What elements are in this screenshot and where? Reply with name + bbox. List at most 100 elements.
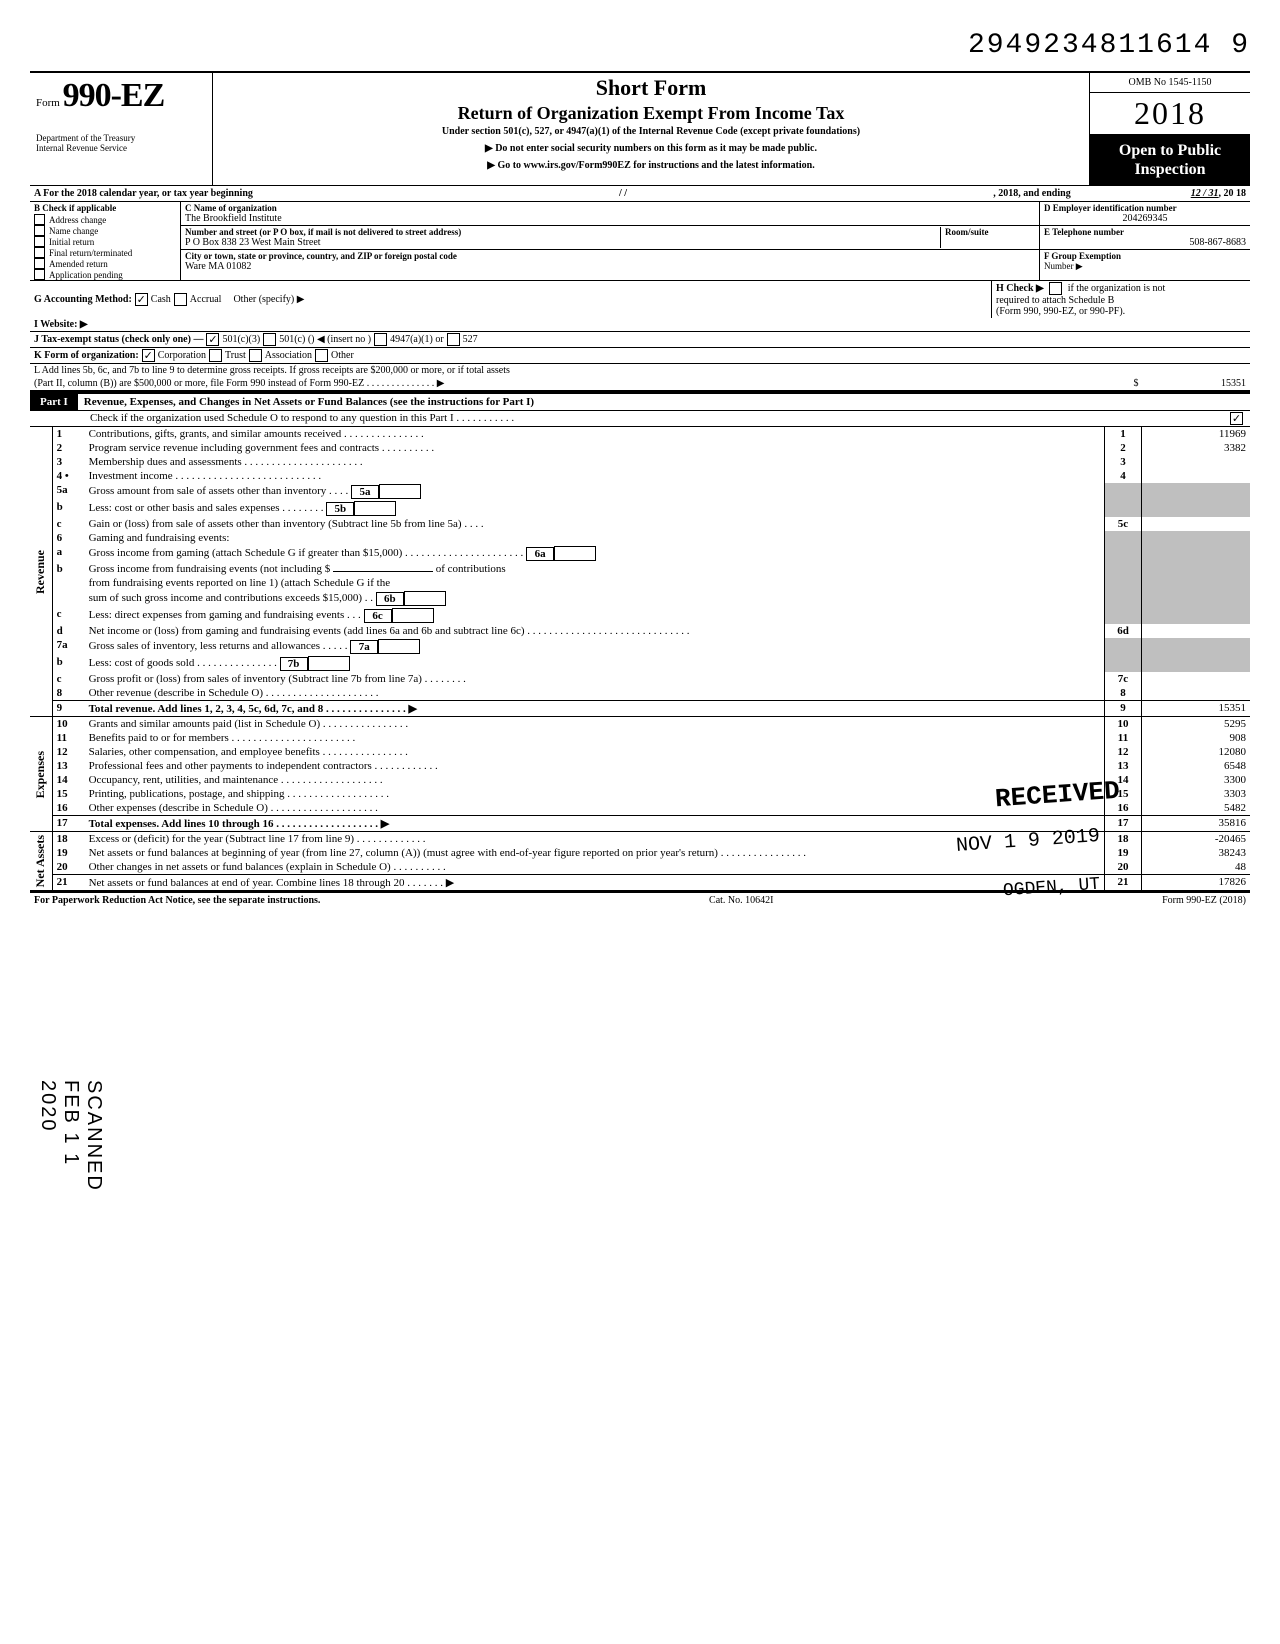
chk-527[interactable] bbox=[447, 333, 460, 346]
line-20-amt: 48 bbox=[1142, 860, 1251, 875]
chk-H[interactable] bbox=[1049, 282, 1062, 295]
line-21-amt: 17826 bbox=[1142, 875, 1251, 891]
4947-label: 4947(a)(1) or bbox=[390, 334, 444, 345]
revenue-table: 1Contributions, gifts, grants, and simil… bbox=[53, 427, 1250, 716]
C-name-cell: C Name of organization The Brookfield In… bbox=[181, 202, 1039, 226]
line-1-desc: Contributions, gifts, grants, and simila… bbox=[85, 427, 1105, 441]
paperwork-notice: For Paperwork Reduction Act Notice, see … bbox=[34, 895, 320, 906]
chk-initial[interactable]: Initial return bbox=[30, 236, 180, 247]
line-6b-d4: sum of such gross income and contributio… bbox=[89, 592, 373, 604]
line-7c-num: 7c bbox=[1105, 672, 1142, 686]
chk-corp[interactable] bbox=[142, 349, 155, 362]
line-18-desc: Excess or (deficit) for the year (Subtra… bbox=[85, 832, 1105, 846]
line-11-amt: 908 bbox=[1142, 731, 1251, 745]
chk-address[interactable]: Address change bbox=[30, 214, 180, 225]
line-14-desc: Occupancy, rent, utilities, and maintena… bbox=[85, 773, 1105, 787]
F-group-cell: F Group Exemption Number ▶ bbox=[1040, 250, 1250, 273]
chk-amended-label: Amended return bbox=[49, 259, 108, 269]
chk-accrual[interactable] bbox=[174, 293, 187, 306]
chk-trust[interactable] bbox=[209, 349, 222, 362]
J-label: J Tax-exempt status (check only one) — bbox=[34, 334, 203, 345]
chk-4947[interactable] bbox=[374, 333, 387, 346]
chk-501c[interactable] bbox=[263, 333, 276, 346]
line-9-num: 9 bbox=[1105, 701, 1142, 717]
H-line1: H Check ▶ if the organization is not bbox=[996, 282, 1246, 295]
chk-pending[interactable]: Application pending bbox=[30, 269, 180, 280]
dept-treasury: Department of the Treasury Internal Reve… bbox=[36, 133, 206, 153]
room-label: Room/suite bbox=[945, 227, 1035, 237]
line-15-amt: 3303 bbox=[1142, 787, 1251, 801]
A-end-year: , 20 18 bbox=[1219, 188, 1247, 199]
C-street-cell: Number and street (or P O box, if mail i… bbox=[181, 226, 1039, 250]
H-check-label: H Check ▶ bbox=[996, 283, 1044, 294]
line-7a-box: 7a bbox=[350, 640, 378, 654]
G-accounting: G Accounting Method: Cash Accrual Other … bbox=[30, 281, 991, 318]
line-7c-desc: Gross profit or (loss) from sales of inv… bbox=[85, 672, 1105, 686]
chk-name[interactable]: Name change bbox=[30, 225, 180, 236]
expenses-side-label: Expenses bbox=[30, 717, 53, 831]
line-14-amt: 3300 bbox=[1142, 773, 1251, 787]
chk-assoc[interactable] bbox=[249, 349, 262, 362]
header-right: OMB No 1545-1150 2018 Open to Public Ins… bbox=[1089, 73, 1250, 185]
expenses-section: Expenses 10Grants and similar amounts pa… bbox=[30, 716, 1250, 831]
line-10-desc: Grants and similar amounts paid (list in… bbox=[85, 717, 1105, 731]
H-block: H Check ▶ if the organization is not req… bbox=[991, 281, 1250, 318]
assoc-label: Association bbox=[265, 350, 312, 361]
cash-label: Cash bbox=[151, 294, 171, 305]
line-12-desc: Salaries, other compensation, and employ… bbox=[85, 745, 1105, 759]
line-4-desc: Investment income . . . . . . . . . . . … bbox=[85, 469, 1105, 483]
line-5c-desc: Gain or (loss) from sale of assets other… bbox=[85, 517, 1105, 531]
form-990ez-page: 2949234811614 9 Form 990-EZ Department o… bbox=[30, 30, 1250, 908]
line-15-desc: Printing, publications, postage, and shi… bbox=[85, 787, 1105, 801]
line-12-amt: 12080 bbox=[1142, 745, 1251, 759]
C-city-cell: City or town, state or province, country… bbox=[181, 250, 1039, 273]
line-12-num: 12 bbox=[1105, 745, 1142, 759]
line-9-amt: 15351 bbox=[1142, 701, 1251, 717]
chk-cash[interactable] bbox=[135, 293, 148, 306]
line-7a-desc: Gross sales of inventory, less returns a… bbox=[89, 640, 348, 652]
line-17-num: 17 bbox=[1105, 816, 1142, 832]
L-amount: 15351 bbox=[1146, 378, 1246, 389]
org-name: The Brookfield Institute bbox=[185, 213, 1035, 224]
L-line2-row: (Part II, column (B)) are $500,000 or mo… bbox=[30, 377, 1250, 392]
A-text2: , 2018, and ending bbox=[993, 188, 1071, 199]
chk-amended[interactable]: Amended return bbox=[30, 258, 180, 269]
arrow-line-2: ▶ Go to www.irs.gov/Form990EZ for instru… bbox=[219, 160, 1083, 171]
chk-final-label: Final return/terminated bbox=[49, 248, 132, 258]
omb-number: OMB No 1545-1150 bbox=[1090, 73, 1250, 93]
line-21-num: 21 bbox=[1105, 875, 1142, 891]
L-line2: (Part II, column (B)) are $500,000 or mo… bbox=[34, 378, 1126, 389]
line-2-num: 2 bbox=[1105, 441, 1142, 455]
accrual-label: Accrual bbox=[190, 294, 222, 305]
line-6b-d3: from fundraising events reported on line… bbox=[85, 576, 1105, 590]
line-9-desc: Total revenue. Add lines 1, 2, 3, 4, 5c,… bbox=[85, 701, 1105, 717]
chk-part1-scho[interactable] bbox=[1230, 412, 1243, 425]
chk-501c3[interactable] bbox=[206, 333, 219, 346]
line-10-amt: 5295 bbox=[1142, 717, 1251, 731]
chk-final[interactable]: Final return/terminated bbox=[30, 247, 180, 258]
revenue-section: Revenue 1Contributions, gifts, grants, a… bbox=[30, 427, 1250, 716]
line-13-num: 13 bbox=[1105, 759, 1142, 773]
form-number: Form 990-EZ bbox=[36, 77, 206, 115]
line-5b-box: 5b bbox=[326, 502, 354, 516]
H-line2: required to attach Schedule B bbox=[996, 295, 1246, 306]
line-19-num: 19 bbox=[1105, 846, 1142, 860]
C-street-label: Number and street (or P O box, if mail i… bbox=[185, 227, 940, 237]
line-8-num: 8 bbox=[1105, 686, 1142, 701]
K-form-org: K Form of organization: Corporation Trus… bbox=[30, 348, 1250, 364]
open-public-2: Inspection bbox=[1094, 160, 1246, 179]
line-5a-box: 5a bbox=[351, 485, 379, 499]
chk-other[interactable] bbox=[315, 349, 328, 362]
line-13-desc: Professional fees and other payments to … bbox=[85, 759, 1105, 773]
B-checkboxes: B Check if applicable Address change Nam… bbox=[30, 202, 181, 280]
A-end: 12 / 31 bbox=[1191, 188, 1219, 199]
subtitle: Under section 501(c), 527, or 4947(a)(1)… bbox=[219, 126, 1083, 137]
J-status: J Tax-exempt status (check only one) — 5… bbox=[30, 332, 1250, 348]
line-6d-num: 6d bbox=[1105, 624, 1142, 638]
line-20-desc: Other changes in net assets or fund bala… bbox=[85, 860, 1105, 875]
part1-check-text: Check if the organization used Schedule … bbox=[90, 412, 1227, 425]
insert-no: ) ◀ (insert no ) bbox=[311, 334, 371, 345]
line-4-num: 4 bbox=[1105, 469, 1142, 483]
tax-year: 2018 bbox=[1090, 93, 1250, 135]
line-6d-amt bbox=[1142, 624, 1251, 638]
